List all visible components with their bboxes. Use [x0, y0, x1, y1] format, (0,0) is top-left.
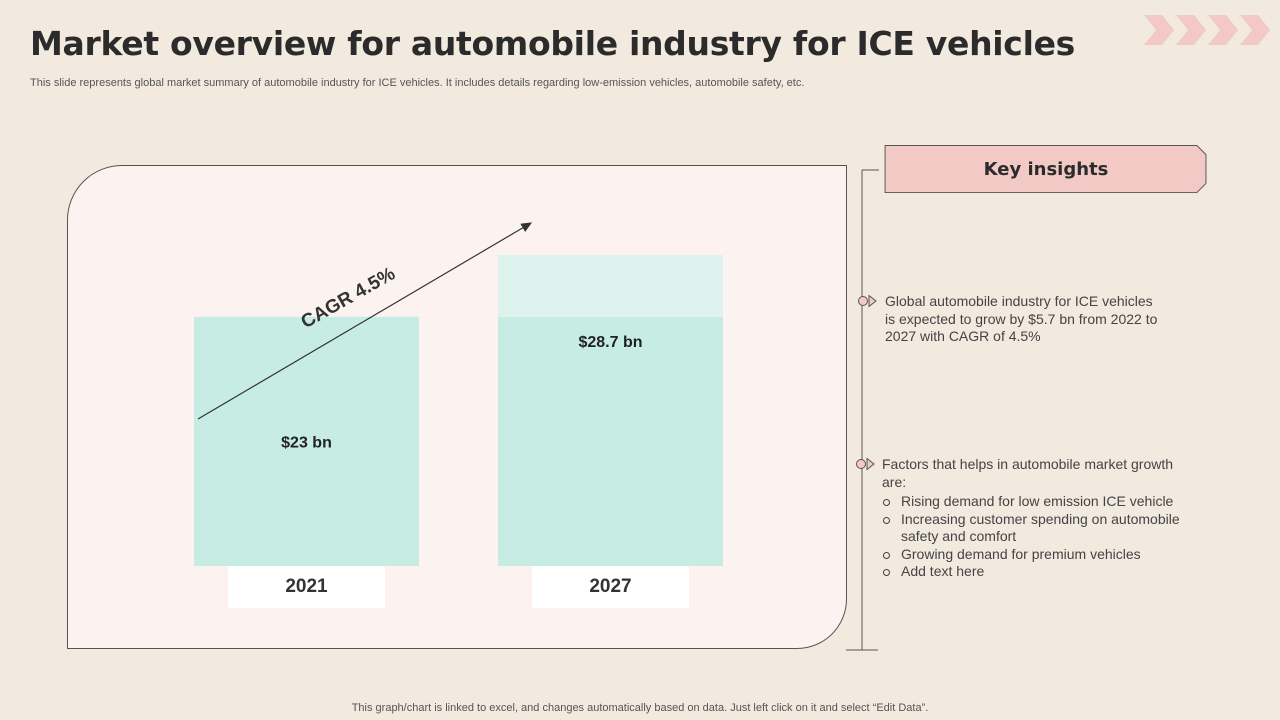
- page-title: Market overview for automobile industry …: [30, 24, 1076, 63]
- chevron-icon: [1240, 15, 1270, 45]
- bar-2027-growth[interactable]: [498, 255, 723, 317]
- data-label: $23 bn: [281, 434, 332, 451]
- insight-factors: Factors that helps in automobile market …: [882, 456, 1192, 581]
- key-insights-heading: Key insights: [983, 159, 1109, 180]
- insight-factors-intro: Factors that helps in automobile market …: [882, 456, 1174, 490]
- list-item: Rising demand for low emission ICE vehic…: [882, 493, 1192, 511]
- data-label: $28.7 bn: [578, 334, 642, 351]
- bar-2021[interactable]: [194, 316, 419, 566]
- bullet-arrow-icon: [856, 457, 875, 471]
- chevron-icon: [1176, 15, 1206, 45]
- chevron-icon: [1144, 15, 1174, 45]
- bullet-arrow-icon: [858, 294, 877, 308]
- key-insights-box: [884, 145, 1207, 194]
- chevron-icon: [1208, 15, 1238, 45]
- insight-growth: Global automobile industry for ICE vehic…: [885, 293, 1158, 344]
- page-subtitle: This slide represents global market summ…: [30, 77, 805, 89]
- bar-2027-base[interactable]: [498, 316, 723, 566]
- category-label: 2027: [532, 566, 689, 608]
- factors-list: Rising demand for low emission ICE vehic…: [882, 493, 1192, 581]
- footer-note: This graph/chart is linked to excel, and…: [351, 702, 929, 714]
- list-item: Add text here: [882, 563, 1192, 581]
- insights-connector: [846, 169, 879, 651]
- list-item: Growing demand for premium vehicles: [882, 546, 1192, 564]
- category-label: 2021: [228, 566, 385, 608]
- cagr-arrow: [197, 222, 533, 420]
- decorative-chevrons: [1144, 15, 1270, 45]
- list-item: Increasing customer spending on automobi…: [882, 511, 1192, 546]
